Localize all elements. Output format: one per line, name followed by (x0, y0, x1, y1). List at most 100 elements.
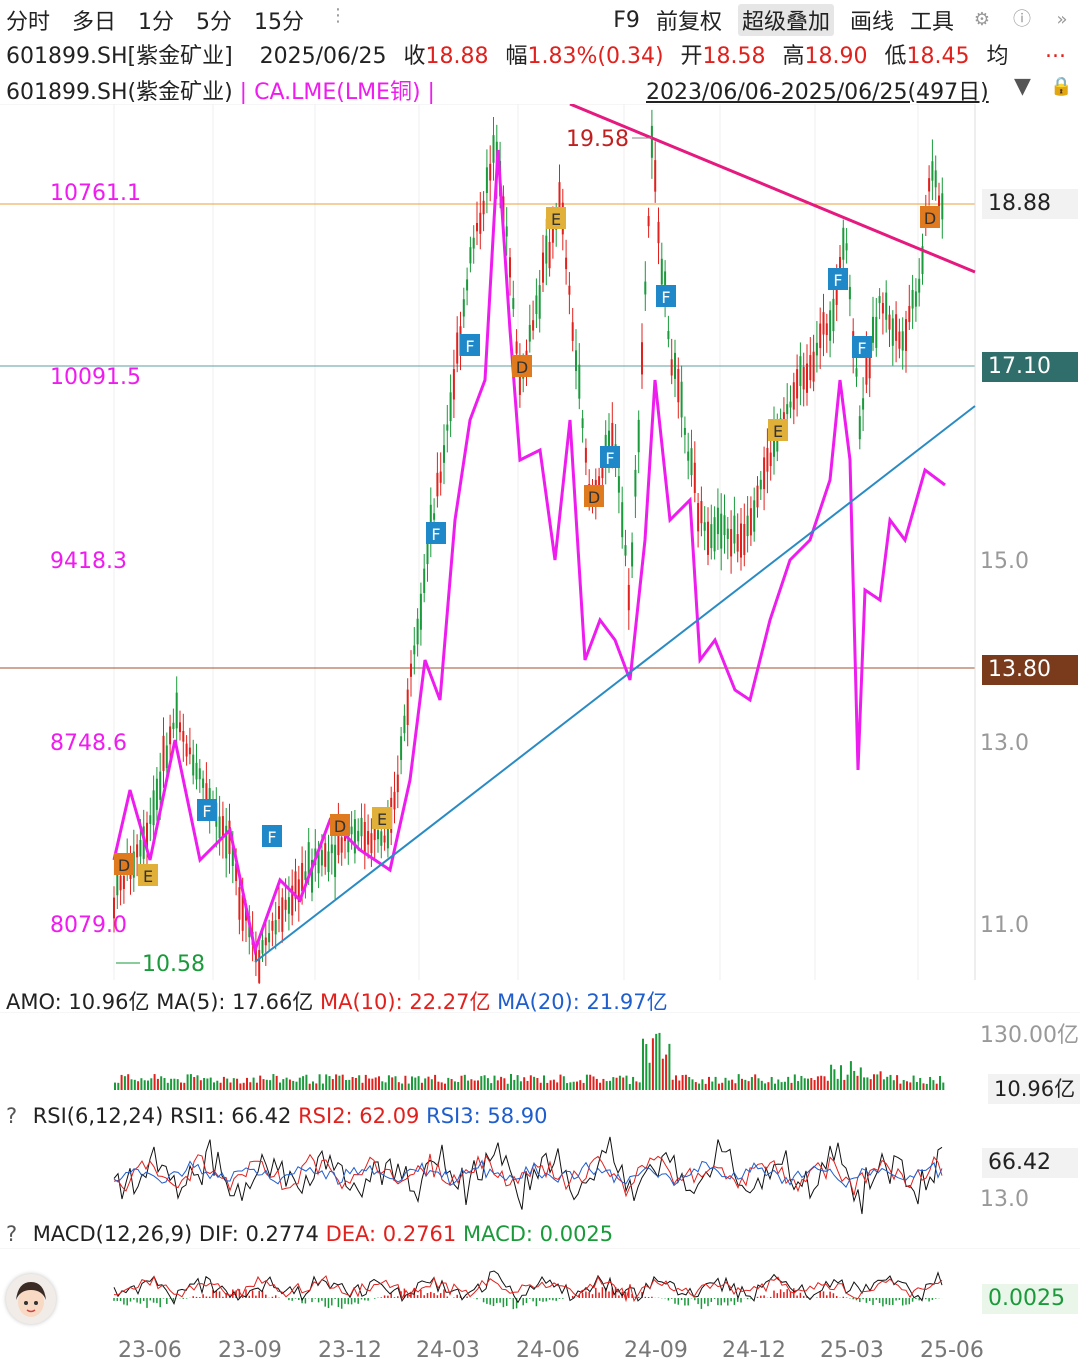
amo-bar (292, 1080, 295, 1090)
avg-label: 均 (986, 44, 1009, 69)
amo-bar (345, 1080, 347, 1090)
candle-body (456, 332, 459, 364)
amo-bar (354, 1077, 357, 1090)
macd-chart[interactable] (0, 1248, 1080, 1338)
candle-body (377, 830, 379, 840)
candle-body (439, 471, 442, 483)
help-icon[interactable]: ⓘ (1013, 9, 1031, 30)
more-quote[interactable]: ... (1045, 38, 1066, 63)
settings-icon[interactable]: ⚙ (973, 9, 991, 30)
overlay-button[interactable]: 超级叠加 (737, 4, 834, 36)
amo-bar (239, 1083, 242, 1090)
lock-icon[interactable]: 🔒 (1050, 76, 1073, 97)
tab-15min[interactable]: 15分 (254, 10, 305, 35)
candle-body (815, 342, 818, 356)
amo-bar (853, 1070, 856, 1090)
candle-body (934, 170, 937, 188)
candle-body (703, 522, 706, 531)
draw-button[interactable]: 画线 (849, 10, 894, 35)
signal-marker-label: F (857, 339, 866, 358)
tab-intraday[interactable]: 分时 (6, 10, 51, 35)
amo-bar (166, 1082, 169, 1090)
signal-marker (656, 285, 676, 307)
amo-bar (869, 1079, 872, 1090)
amo-bar (741, 1078, 743, 1090)
open-value: 18.58 (702, 44, 766, 69)
amo-bar (609, 1080, 611, 1090)
more-periods-icon[interactable]: ⋮ (329, 5, 348, 26)
f9-button[interactable]: F9 (613, 7, 640, 33)
amo-bar (351, 1077, 354, 1090)
candle-body (769, 452, 772, 467)
candle-body (667, 330, 670, 340)
candle-body (146, 822, 148, 852)
candle-body (446, 424, 449, 431)
amo-bar (582, 1082, 585, 1090)
amo-bar (424, 1078, 427, 1090)
amo-bar (849, 1061, 852, 1090)
amo-bar (549, 1080, 552, 1090)
amo-bar (325, 1074, 328, 1090)
date-range[interactable]: 2023/06/06-2025/06/25(497日) (646, 80, 989, 105)
amo-bar (305, 1074, 308, 1090)
amo-bar (628, 1083, 631, 1090)
amo-chart[interactable]: 130.00亿 (0, 1012, 1080, 1102)
candle-body (832, 298, 835, 332)
candle-body (654, 160, 657, 192)
collapse-icon[interactable]: » (1056, 9, 1068, 30)
assistant-avatar[interactable] (6, 1274, 56, 1324)
candle-body (792, 382, 795, 410)
amo-bar (651, 1038, 654, 1090)
candle-body (789, 401, 792, 408)
candle-body (931, 161, 934, 181)
overlay-instrument[interactable]: CA.LME(LME铜) (254, 80, 421, 105)
tab-multi-day[interactable]: 多日 (72, 10, 117, 35)
amo-bar (232, 1078, 235, 1090)
amo-bar (173, 1078, 176, 1090)
candle-body (700, 501, 703, 524)
amo-bar (510, 1074, 512, 1090)
tools-button[interactable]: 工具 (909, 10, 954, 35)
candle-body (159, 771, 162, 800)
amo-bar (252, 1077, 255, 1090)
candle-body (819, 323, 822, 349)
amo-bar (721, 1082, 724, 1090)
range-dropdown-icon[interactable]: ▼ (1014, 74, 1031, 99)
amo-bar (137, 1081, 140, 1090)
candle-body (337, 823, 340, 856)
amo-bar (939, 1076, 941, 1090)
candle-body (195, 762, 198, 780)
candle-body (941, 193, 944, 220)
candle-body (868, 357, 871, 379)
candle-body (641, 342, 643, 375)
amo-bar (605, 1081, 608, 1090)
rsi-chart[interactable]: 13.0 (0, 1130, 1080, 1220)
amo-bar (770, 1076, 773, 1090)
overlay-bar: 601899.SH(紫金矿业) | CA.LME(LME铜) | 2023/06… (0, 72, 1080, 105)
candle-body (829, 310, 832, 341)
candle-body (677, 368, 680, 403)
candle-body (542, 252, 544, 283)
adjust-button[interactable]: 前复权 (655, 10, 722, 35)
candle-body (228, 820, 231, 855)
amo-bar (688, 1077, 691, 1090)
macd-help-icon[interactable]: ? (6, 1222, 18, 1246)
candle-body (136, 844, 139, 858)
amo-bar (219, 1082, 222, 1090)
rsi-help-icon[interactable]: ? (6, 1104, 18, 1128)
candle-body (855, 368, 858, 377)
candle-body (796, 369, 799, 399)
amo-bar (737, 1074, 740, 1090)
tab-5min[interactable]: 5分 (196, 10, 233, 35)
tab-1min[interactable]: 1分 (138, 10, 175, 35)
amo-bar (599, 1082, 602, 1090)
candle-body (812, 351, 815, 382)
candle-body (806, 363, 808, 393)
lme-copper-line (112, 149, 946, 956)
amo-bar (846, 1074, 849, 1090)
candle-body (198, 768, 201, 780)
signal-marker-label: F (661, 288, 670, 307)
candle-body (482, 200, 485, 215)
amo-bar (602, 1078, 605, 1090)
